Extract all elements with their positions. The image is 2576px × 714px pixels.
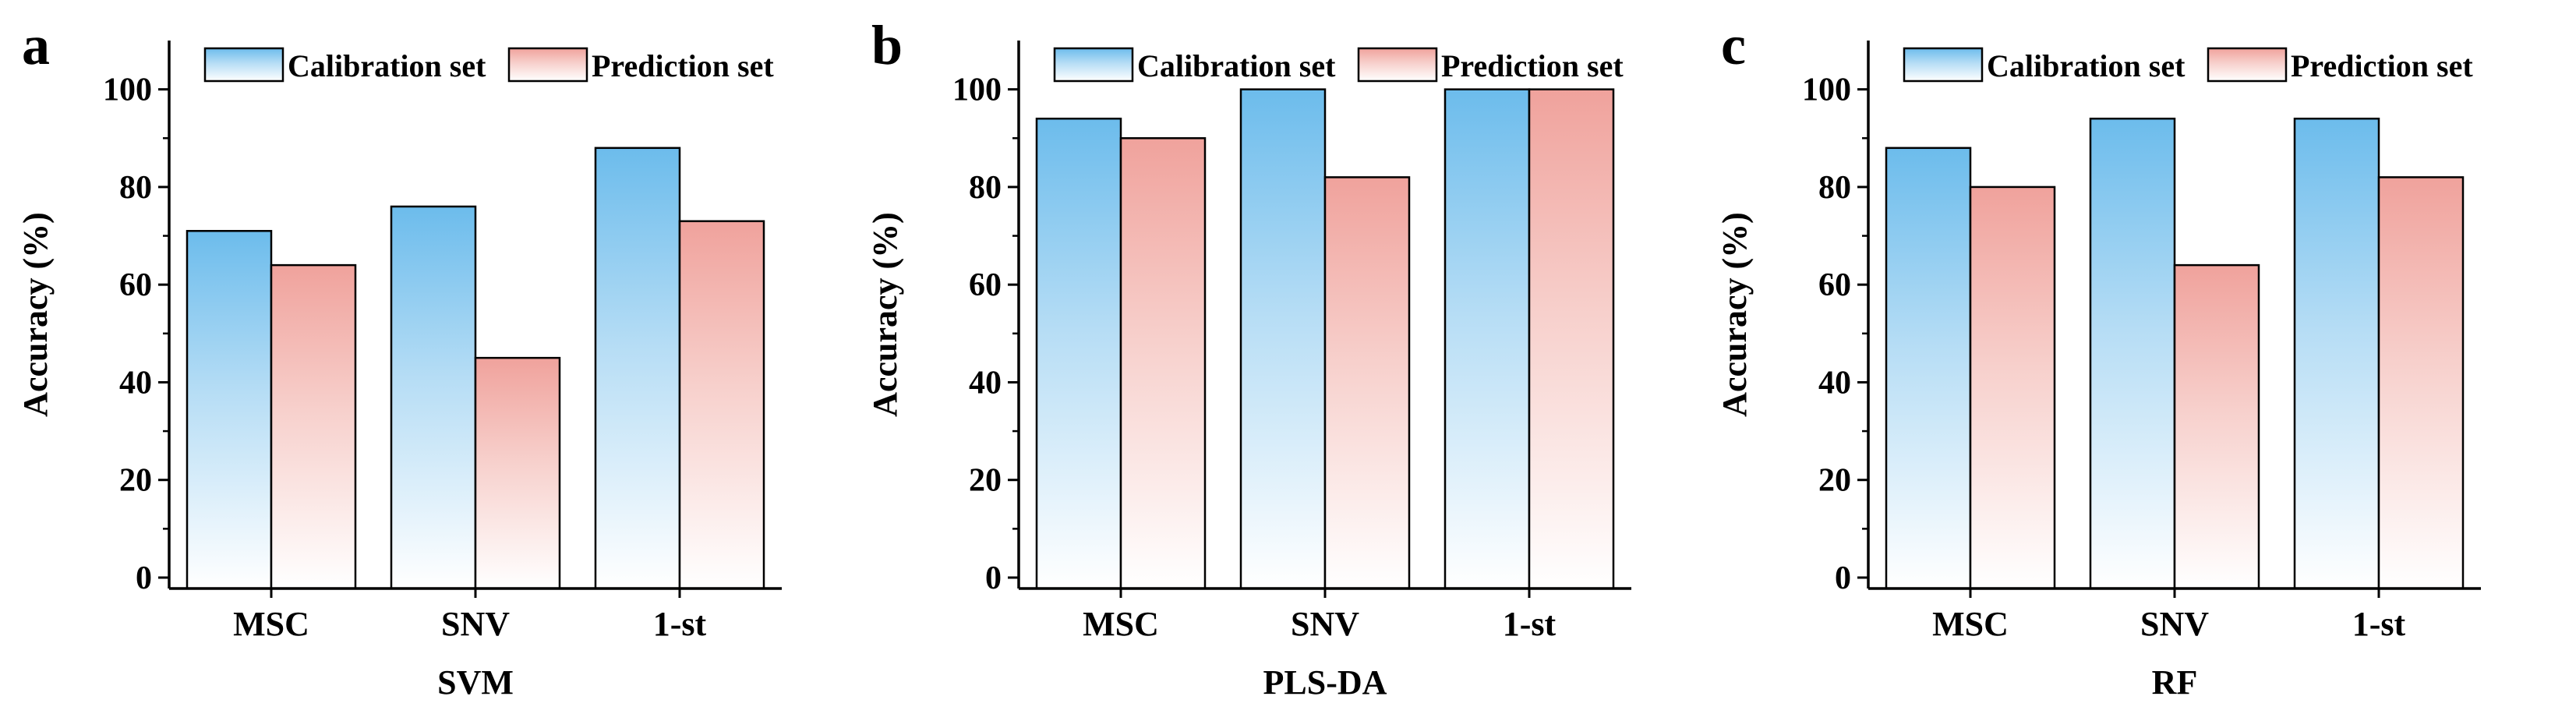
legend-swatch-calibration [1053, 47, 1134, 83]
y-tick-label: 20 [969, 463, 1002, 499]
x-tick-label: MSC [1932, 605, 2009, 643]
y-tick-label: 20 [119, 463, 152, 499]
legend-label-calibration: Calibration set [1137, 48, 1336, 83]
x-tick-label: MSC [233, 605, 309, 643]
bar-calibration-msc [1035, 117, 1122, 590]
y-axis-title: Accuracy (%) [866, 212, 904, 417]
y-tick-label: 80 [1818, 170, 1851, 206]
x-tick-label: SNV [1291, 605, 1359, 643]
bar-calibration-1-st [1443, 88, 1531, 590]
bar-prediction-msc [1969, 186, 2056, 590]
y-tick-label: 80 [969, 170, 1002, 206]
legend: Calibration set Prediction set [1903, 47, 2473, 83]
y-tick-label: 40 [119, 365, 152, 401]
y-tick-label: 20 [1818, 463, 1851, 499]
legend-swatch-prediction [1357, 47, 1438, 83]
legend-label-calibration: Calibration set [288, 48, 486, 83]
x-tick-label: 1-st [653, 605, 707, 643]
y-tick-label: 0 [985, 560, 1002, 596]
bar-calibration-snv [390, 205, 477, 590]
x-tick-label: SNV [2140, 605, 2209, 643]
legend-label-prediction: Prediction set [1441, 48, 1624, 83]
legend-label-prediction: Prediction set [592, 48, 774, 83]
panel-letter: a [22, 14, 50, 76]
y-tick-label: 80 [119, 170, 152, 206]
bar-prediction-1-st [2377, 176, 2465, 590]
y-tick-label: 0 [136, 560, 152, 596]
x-tick-label: 1-st [2352, 605, 2406, 643]
bar-prediction-1-st [1528, 88, 1615, 590]
bar-calibration-snv [1239, 88, 1327, 590]
y-axis-title: Accuracy (%) [16, 212, 55, 417]
y-axis-title: Accuracy (%) [1716, 212, 1754, 417]
y-tick-label: 0 [1835, 560, 1851, 596]
chart-panel-c: MSC SNV 1-st 0 20 40 60 80 100 Accuracy (%) RF c Cal… [1716, 14, 2481, 702]
y-tick-label: 60 [119, 267, 152, 303]
bar-calibration-1-st [2293, 117, 2380, 590]
panel-letter: b [871, 14, 903, 76]
bar-calibration-msc [1885, 147, 1972, 590]
y-tick-label: 40 [1818, 365, 1851, 401]
legend: Calibration set Prediction set [1053, 47, 1624, 83]
chart-panel-a: MSC SNV 1-st 0 20 40 60 80 100 Accuracy (%) SVM a Ca… [16, 14, 782, 702]
legend: Calibration set Prediction set [203, 47, 774, 83]
legend-swatch-prediction [2207, 47, 2288, 83]
legend-swatch-calibration [203, 47, 284, 83]
bar-prediction-msc [1119, 137, 1207, 590]
bar-calibration-snv [2089, 117, 2176, 590]
y-tick-label: 100 [952, 72, 1002, 108]
x-axis-title: PLS-DA [1263, 663, 1387, 702]
panel-letter: c [1721, 14, 1746, 76]
legend-label-prediction: Prediction set [2291, 48, 2473, 83]
y-tick-label: 60 [969, 267, 1002, 303]
bar-calibration-1-st [594, 147, 681, 590]
y-tick-label: 60 [1818, 267, 1851, 303]
bar-prediction-msc [270, 263, 357, 590]
legend-swatch-prediction [507, 47, 588, 83]
y-tick-label: 40 [969, 365, 1002, 401]
legend-label-calibration: Calibration set [1987, 48, 2186, 83]
x-axis-title: SVM [437, 663, 514, 702]
legend-swatch-calibration [1903, 47, 1984, 83]
bar-prediction-snv [2173, 263, 2260, 590]
y-tick-label: 100 [1802, 72, 1851, 108]
x-axis-title: RF [2152, 663, 2198, 702]
bar-calibration-msc [186, 230, 273, 590]
x-tick-label: 1-st [1503, 605, 1557, 643]
x-tick-label: MSC [1083, 605, 1159, 643]
bar-prediction-snv [1323, 176, 1411, 590]
x-tick-label: SNV [441, 605, 510, 643]
chart-panel-b: MSC SNV 1-st 0 20 40 60 80 100 Accuracy (%) PLS-DA… [866, 14, 1631, 702]
y-tick-label: 100 [103, 72, 152, 108]
bar-prediction-1-st [678, 220, 765, 590]
bar-prediction-snv [474, 356, 561, 590]
